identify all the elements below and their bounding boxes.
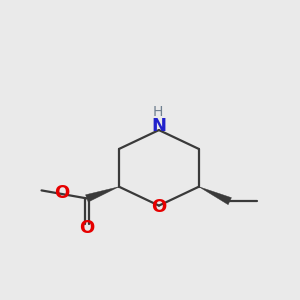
Polygon shape	[85, 187, 119, 202]
Text: O: O	[79, 218, 94, 236]
Text: H: H	[153, 105, 163, 118]
Text: O: O	[151, 197, 166, 215]
Polygon shape	[199, 187, 231, 205]
Text: O: O	[54, 184, 69, 202]
Text: N: N	[152, 118, 166, 136]
